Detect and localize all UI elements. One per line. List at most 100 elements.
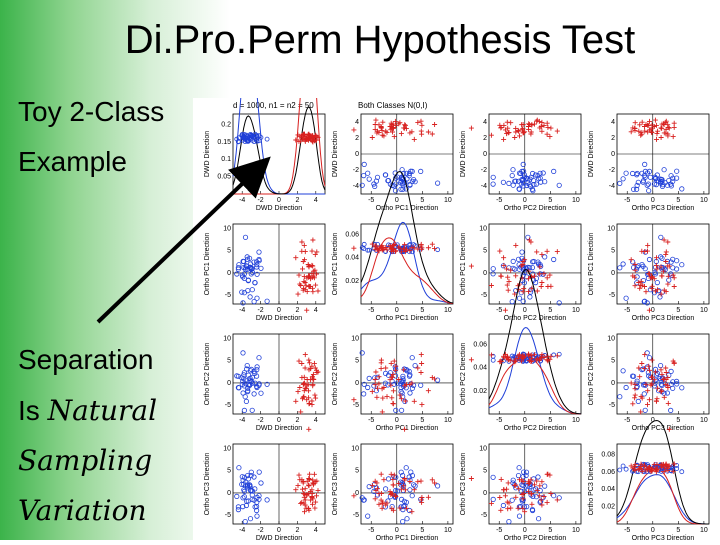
point-class2	[646, 307, 652, 313]
point-class2	[498, 125, 504, 131]
point-class2	[390, 482, 396, 488]
point-class2	[372, 126, 378, 132]
point-class2	[526, 276, 531, 282]
point-class2	[306, 426, 312, 432]
y-tick-label: -2	[353, 167, 359, 174]
point-class2	[632, 274, 638, 280]
point-class1	[371, 383, 377, 389]
point-class2	[306, 506, 312, 512]
point-class2	[293, 137, 299, 143]
point-class2	[665, 383, 671, 389]
point-class2	[300, 266, 305, 272]
point-class2	[661, 469, 667, 475]
point-class1	[256, 133, 262, 139]
point-class1	[518, 170, 524, 177]
point-class2	[632, 283, 638, 289]
point-class1	[623, 170, 629, 176]
point-class2	[628, 257, 634, 263]
point-class1	[679, 262, 685, 268]
point-class2	[501, 255, 507, 261]
density-all	[488, 268, 582, 415]
point-class2	[301, 388, 307, 394]
point-class2	[505, 480, 511, 486]
point-class2	[544, 275, 550, 281]
point-class2	[309, 248, 315, 254]
point-class2	[498, 358, 504, 364]
point-class1	[235, 506, 242, 513]
point-class2	[639, 361, 645, 366]
point-class1	[373, 485, 379, 491]
point-class1	[406, 373, 413, 379]
point-class1	[652, 380, 658, 386]
y-tick-label: 10	[351, 445, 359, 452]
point-class2	[369, 483, 375, 489]
y-tick-label: 4	[355, 119, 359, 126]
point-class2	[637, 374, 643, 380]
x-tick-label: 0	[395, 417, 399, 424]
point-class1	[521, 180, 527, 186]
point-class2	[628, 129, 634, 135]
point-class2	[389, 491, 395, 497]
point-class2	[295, 291, 301, 297]
point-class2	[313, 499, 319, 505]
point-class1	[490, 271, 496, 277]
point-class1	[365, 170, 371, 176]
point-class1	[245, 498, 251, 504]
point-class1	[248, 472, 254, 479]
point-class2	[649, 283, 655, 289]
point-class2	[418, 118, 424, 124]
point-class2	[646, 397, 652, 403]
point-class1	[365, 384, 371, 391]
point-class2	[383, 502, 389, 508]
point-class1	[239, 381, 245, 387]
point-class2	[310, 480, 316, 486]
panel-r4-c1: -4 -2 0 2 4 DWD Direction -5 0 5 10 Ortho PC3 Dire…	[204, 443, 326, 542]
point-class2	[300, 486, 305, 492]
point-class2	[299, 499, 305, 505]
point-class2	[378, 245, 384, 251]
x-axis-label: Ortho PC1 Direction	[376, 425, 439, 432]
point-class2	[632, 392, 638, 398]
point-class2	[310, 237, 316, 243]
point-class1	[242, 139, 248, 145]
point-class2	[554, 353, 560, 359]
point-class2	[403, 505, 409, 511]
point-class1	[400, 376, 406, 382]
point-class1	[251, 391, 257, 397]
point-class1	[400, 373, 406, 379]
point-class2	[528, 352, 534, 358]
point-class2	[632, 382, 638, 388]
x-tick-label: 10	[700, 307, 708, 314]
point-class1	[620, 368, 626, 374]
point-class2	[520, 352, 526, 358]
point-class2	[513, 242, 519, 248]
point-class2	[378, 491, 384, 496]
point-class2	[311, 360, 317, 366]
point-class2	[539, 280, 545, 285]
point-class1	[535, 516, 542, 522]
point-class1	[398, 186, 404, 192]
point-class1	[666, 178, 672, 184]
point-class2	[315, 288, 321, 294]
point-class1	[361, 161, 367, 168]
point-class1	[412, 179, 418, 185]
point-class1	[409, 493, 415, 499]
x-tick-label: 0	[277, 527, 281, 534]
x-tick-label: 0	[277, 417, 281, 424]
point-class2	[665, 239, 671, 245]
point-class1	[542, 254, 548, 260]
point-class2	[298, 500, 304, 506]
x-tick-label: -4	[239, 307, 245, 314]
point-class2	[505, 130, 511, 136]
point-class2	[658, 389, 664, 395]
point-class2	[302, 497, 308, 503]
y-axis-label: Ortho PC2 Direction	[460, 343, 467, 406]
point-class2	[661, 394, 667, 400]
point-class1	[418, 168, 424, 175]
point-class2	[376, 122, 382, 128]
x-tick-label: 5	[420, 197, 424, 204]
point-class1	[385, 476, 392, 482]
point-class2	[401, 367, 407, 373]
y-tick-label: 10	[607, 225, 615, 232]
point-class2	[526, 121, 532, 127]
